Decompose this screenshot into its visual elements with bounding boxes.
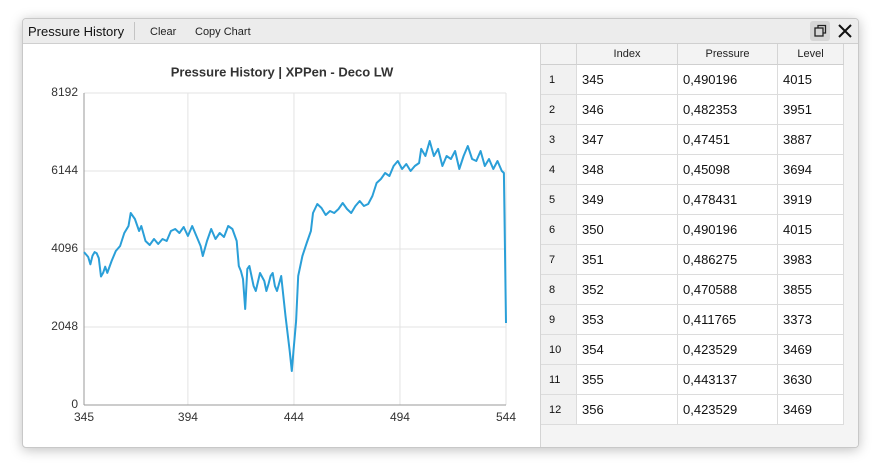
column-header: Pressure <box>678 44 778 65</box>
table-cell: 351 <box>577 245 678 275</box>
row-number: 4 <box>541 155 577 185</box>
table-cell: 0,423529 <box>678 395 778 425</box>
table-cell: 353 <box>577 305 678 335</box>
table-cell: 354 <box>577 335 678 365</box>
table-cell: 3373 <box>778 305 844 335</box>
x-tick-label: 494 <box>390 410 410 424</box>
table-cell: 356 <box>577 395 678 425</box>
table-cell: 3887 <box>778 125 844 155</box>
row-number: 3 <box>541 125 577 155</box>
table-cell: 350 <box>577 215 678 245</box>
table-cell: 3983 <box>778 245 844 275</box>
table-cell: 346 <box>577 95 678 125</box>
x-tick-label: 544 <box>496 410 516 424</box>
table-cell: 0,490196 <box>678 65 778 95</box>
table-cell: 0,47451 <box>678 125 778 155</box>
row-number: 11 <box>541 365 577 395</box>
row-number: 9 <box>541 305 577 335</box>
x-tick-label: 394 <box>178 410 198 424</box>
table-cell: 3855 <box>778 275 844 305</box>
data-table: Index Pressure Level 1 345 0,490196 4015 2 346 0,… <box>540 44 858 447</box>
clear-button[interactable]: Clear <box>150 26 177 38</box>
row-number: 1 <box>541 65 577 95</box>
y-tick-label: 4096 <box>51 241 78 255</box>
table-cell: 345 <box>577 65 678 95</box>
close-button[interactable] <box>835 21 855 41</box>
table-cell: 348 <box>577 155 678 185</box>
chart-title: Pressure History | XPPen - Deco LW <box>171 64 394 79</box>
column-header: Index <box>577 44 678 65</box>
table-cell: 0,423529 <box>678 335 778 365</box>
table-cell: 0,470588 <box>678 275 778 305</box>
table-cell: 3919 <box>778 185 844 215</box>
table-cell: 0,45098 <box>678 155 778 185</box>
row-number: 10 <box>541 335 577 365</box>
window-title: Pressure History <box>28 24 125 39</box>
row-number: 12 <box>541 395 577 425</box>
table-cell: 0,443137 <box>678 365 778 395</box>
table-cell: 3951 <box>778 95 844 125</box>
row-number: 7 <box>541 245 577 275</box>
table-cell: 0,411765 <box>678 305 778 335</box>
table-cell: 4015 <box>778 65 844 95</box>
chart: Pressure History | XPPen - Deco LW 0 2048… <box>51 64 516 424</box>
table-cell: 3469 <box>778 395 844 425</box>
table-cell: 3469 <box>778 335 844 365</box>
x-tick-label: 345 <box>74 410 94 424</box>
column-header: Level <box>778 44 844 65</box>
y-tick-label: 0 <box>71 397 78 411</box>
table-cell: 352 <box>577 275 678 305</box>
table-cell: 0,478431 <box>678 185 778 215</box>
toolbar: Pressure History Clear Copy Chart <box>23 19 858 44</box>
y-tick-label: 8192 <box>51 85 78 99</box>
copy-chart-button[interactable]: Copy Chart <box>195 26 251 38</box>
window: Pressure History Clear Copy Chart Pressu… <box>22 18 859 448</box>
y-tick-label: 2048 <box>51 319 78 333</box>
y-tick-label: 6144 <box>51 163 78 177</box>
x-tick-label: 444 <box>284 410 304 424</box>
row-number: 5 <box>541 185 577 215</box>
corner-header <box>541 44 577 65</box>
row-number: 8 <box>541 275 577 305</box>
row-number: 2 <box>541 95 577 125</box>
table-cell: 349 <box>577 185 678 215</box>
table-cell: 355 <box>577 365 678 395</box>
table-cell: 3630 <box>778 365 844 395</box>
line <box>83 140 507 372</box>
restore-button[interactable] <box>810 21 830 41</box>
table-cell: 4015 <box>778 215 844 245</box>
row-number: 6 <box>541 215 577 245</box>
table-cell: 347 <box>577 125 678 155</box>
table-cell: 0,482353 <box>678 95 778 125</box>
table-cell: 0,490196 <box>678 215 778 245</box>
table-cell: 0,486275 <box>678 245 778 275</box>
separator <box>134 22 135 40</box>
table-cell: 3694 <box>778 155 844 185</box>
